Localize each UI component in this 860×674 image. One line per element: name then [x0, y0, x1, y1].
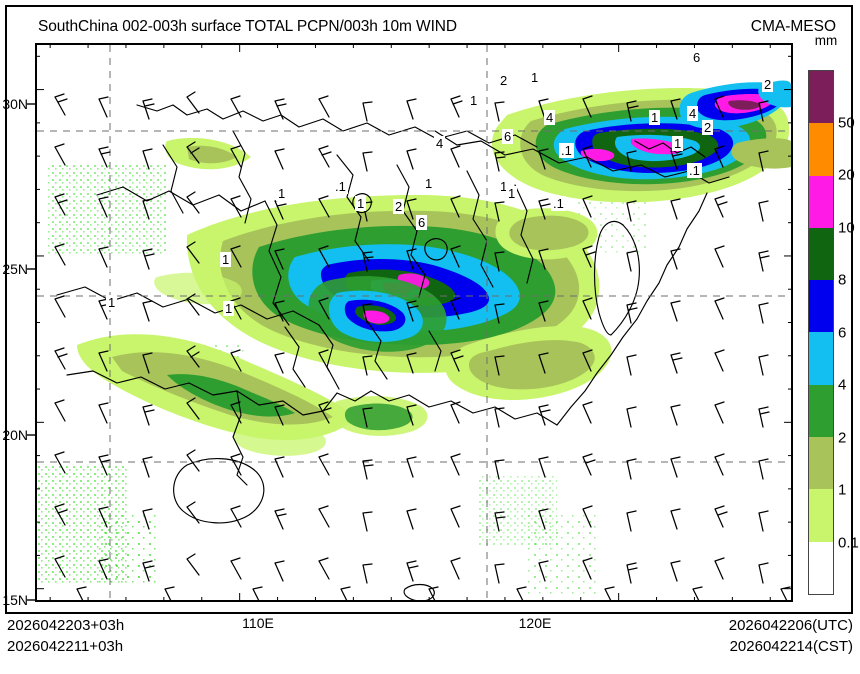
contour-label: 2: [393, 199, 405, 214]
colorbar-cell-2: [809, 437, 833, 490]
footer-valid-utc: 2026042206(UTC): [728, 617, 853, 634]
contour-label: 6: [691, 50, 703, 65]
coastline-layer: [56, 104, 730, 600]
colorbar-cell-8: [809, 280, 833, 333]
footer-valid-cst: 2026042214(CST): [729, 638, 853, 655]
contour-label: 1: [506, 186, 518, 201]
contour-label: 1: [220, 252, 232, 267]
page-title: SouthChina 002-003h surface TOTAL PCPN/0…: [38, 18, 457, 35]
contour-label: .1: [687, 163, 702, 178]
contour-label: .1: [551, 196, 566, 211]
contour-label: 2: [498, 73, 510, 88]
contour-label: 1: [423, 176, 435, 191]
contour-label: 2: [762, 77, 774, 92]
contour-label: .1: [559, 143, 574, 158]
contour-label: 6: [502, 129, 514, 144]
map-canvas: [37, 45, 791, 600]
map-gridlines: [37, 45, 791, 600]
precipitation-colorbar[interactable]: [808, 70, 834, 595]
contour-label: 1: [498, 179, 510, 194]
lat-tick-30n: 30N: [2, 96, 28, 112]
lat-tick-15n: 15N: [2, 592, 28, 608]
colorbar-cell-20: [809, 175, 833, 228]
colorbar-tick-0.1: 0.1: [838, 534, 859, 551]
contour-label: 1: [672, 136, 684, 151]
precipitation-map-panel[interactable]: 2 1 6 2 4 4 1 2 1.1 1 6 4.1 1 1 2 6 1.1 1 1.1 1 1 1: [35, 43, 793, 602]
footer-init-utc: 2026042203+03h: [7, 617, 125, 634]
colorbar-cell-10: [809, 227, 833, 281]
contour-label: 4: [544, 110, 556, 125]
colorbar-cell-4: [809, 384, 833, 438]
colorbar-tick-6: 6: [838, 324, 847, 341]
colorbar-tick-1: 1: [838, 481, 847, 499]
lon-tick-110e: 110E: [242, 615, 274, 631]
contour-label: 1: [223, 301, 235, 316]
colorbar-tick-8: 8: [838, 271, 847, 289]
contour-label: 1: [468, 93, 480, 108]
colorbar-tick-10: 10: [838, 219, 855, 236]
footer-init-cst: 2026042211+03h: [7, 638, 124, 655]
colorbar-cell-60: [809, 71, 833, 124]
contour-label: 1: [106, 295, 118, 310]
contour-label: 1: [355, 196, 367, 211]
lat-tick-20n: 20N: [2, 427, 28, 443]
contour-label: 4: [434, 136, 446, 151]
lon-tick-120e: 120E: [518, 615, 552, 631]
contour-label: 4: [687, 106, 699, 121]
wind-barb-layer: [54, 91, 791, 600]
colorbar-tick-20: 20: [838, 166, 855, 184]
lat-tick-25n: 25N: [2, 261, 28, 277]
chart-header: SouthChina 002-003h surface TOTAL PCPN/0…: [38, 18, 850, 40]
contour-label: 1: [276, 186, 288, 201]
colorbar-cell-50: [809, 123, 833, 176]
model-tag: CMA-MESO: [750, 18, 836, 35]
contour-label: 6: [416, 215, 428, 230]
colorbar-cell-0.1: [809, 541, 833, 594]
colorbar-tick-4: 4: [838, 376, 847, 394]
contour-label: 1: [529, 70, 541, 85]
colorbar-cell-1: [809, 489, 833, 542]
colorbar-unit-label: mm: [814, 33, 838, 48]
contour-label: 1: [649, 110, 661, 125]
colorbar-cell-6: [809, 332, 833, 385]
contour-label: .1: [333, 179, 348, 194]
colorbar-tick-2: 2: [838, 429, 847, 446]
contour-label: 2: [702, 120, 714, 135]
colorbar-tick-50: 50: [838, 114, 855, 131]
